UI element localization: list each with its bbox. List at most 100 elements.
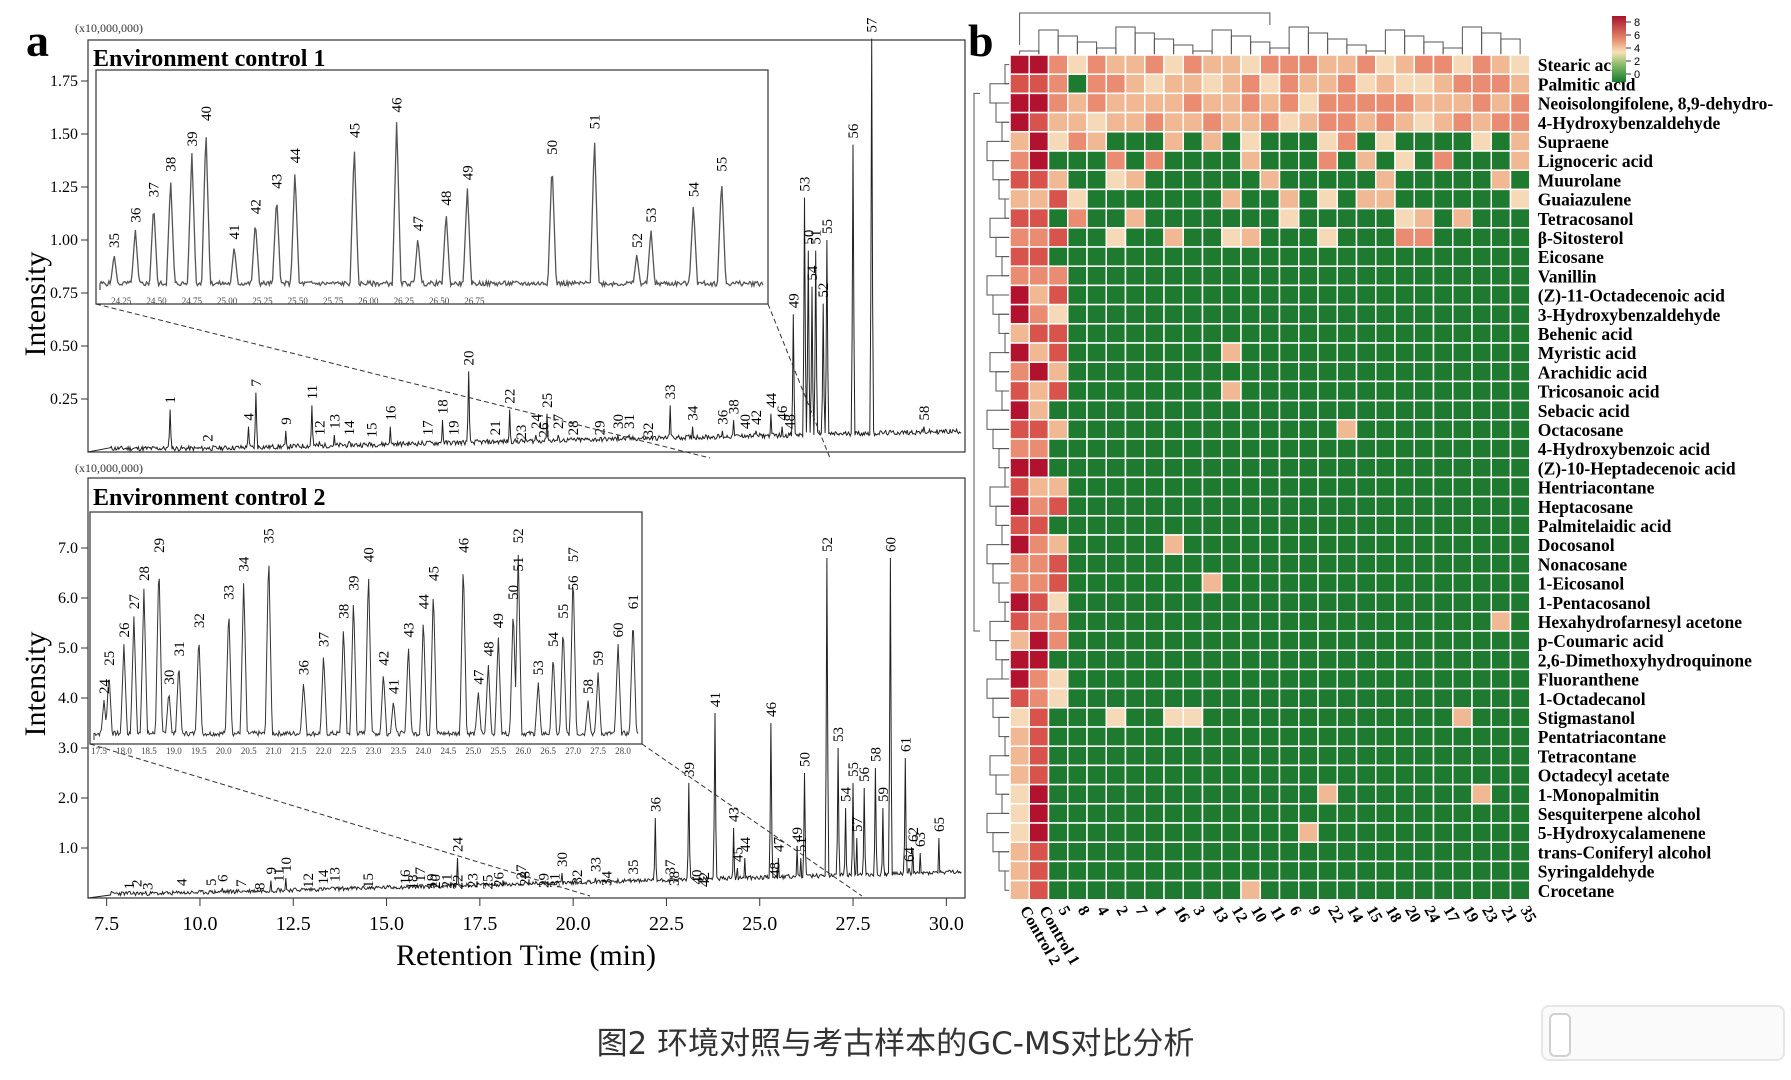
heatmap-cell (1432, 879, 1454, 901)
heatmap-cell (1509, 92, 1531, 114)
heatmap-cell (1509, 438, 1531, 459)
heatmap-cell (1336, 131, 1358, 152)
heatmap-cell (1317, 726, 1338, 747)
heatmap-cell (1336, 265, 1358, 287)
heatmap-cell (1201, 169, 1223, 191)
heatmap-cell (1375, 188, 1396, 210)
heatmap-cell (1375, 111, 1396, 133)
legend-color-bar (1612, 16, 1626, 82)
heatmap-cell (1086, 553, 1107, 575)
heatmap-cell (1413, 131, 1435, 152)
heatmap-cell (1182, 111, 1204, 133)
peak-label: 17 (421, 420, 437, 436)
heatmap-cell (1317, 92, 1338, 114)
heatmap-cell (1067, 783, 1088, 805)
peak-label: 57 (850, 817, 866, 833)
heatmap-cell (1240, 783, 1261, 805)
heatmap-cell (1028, 860, 1050, 882)
heatmap-cell (1240, 361, 1261, 383)
top-inset: 24.25 24.50 24.75 25.00 25.25 25.50 25.75 26.00… (95, 69, 769, 306)
heatmap-cell (1105, 572, 1127, 594)
heatmap-cell (1221, 860, 1242, 882)
heatmap-cell (1452, 111, 1473, 133)
inset-peak-label: 29 (152, 538, 168, 553)
inset-peak-label: 42 (376, 651, 392, 666)
heatmap-cell (1201, 73, 1223, 95)
heatmap-cell (1471, 572, 1492, 594)
heatmap-cell (1028, 54, 1050, 75)
heatmap-cell (1067, 803, 1088, 824)
bottom-y-ticks: 1.02.03.04.05.06.07.0 (58, 540, 88, 857)
heatmap-cell (1182, 611, 1204, 632)
heatmap-cell (1105, 54, 1127, 75)
heatmap-cell (1355, 803, 1377, 824)
heatmap-cell (1144, 707, 1165, 728)
heatmap-cell (1144, 649, 1165, 671)
heatmap-cell (1432, 534, 1454, 555)
heatmap-cell (1432, 111, 1454, 133)
heatmap-cell (1124, 246, 1146, 267)
heatmap-cell (1047, 246, 1069, 267)
heatmap-cell (1336, 150, 1358, 171)
heatmap-cell (1336, 553, 1358, 575)
peak-label: 3 (141, 883, 157, 891)
peak-label: 58 (868, 747, 884, 762)
scrollbar-thumb[interactable] (1549, 1013, 1571, 1057)
heatmap-cell (1067, 611, 1088, 632)
sample-label: 7 (1132, 903, 1151, 918)
heatmap-cell (1105, 303, 1127, 325)
x-tick-label: 20.0 (556, 913, 591, 935)
heatmap-cell (1240, 745, 1261, 767)
heatmap-cell (1163, 860, 1184, 882)
heatmap-cell (1259, 73, 1281, 95)
heatmap-cell (1471, 361, 1492, 383)
heatmap-cell (1163, 131, 1184, 152)
peak-label: 51 (794, 837, 810, 852)
heatmap-cell (1298, 438, 1319, 459)
heatmap-cell (1355, 649, 1377, 671)
heatmap-cell (1067, 131, 1088, 152)
peak-label: 36 (715, 409, 731, 425)
heatmap-cell (1067, 419, 1088, 440)
heatmap-cell (1221, 707, 1242, 728)
heatmap-cell (1144, 841, 1165, 863)
heatmap-cell (1298, 342, 1319, 363)
heatmap-cell (1317, 457, 1338, 479)
heatmap-cell (1240, 169, 1261, 191)
heatmap-cell (1124, 515, 1146, 536)
column-dendrogram-branch (1211, 29, 1232, 55)
peak-label: 57 (865, 17, 881, 33)
heatmap-cell (1278, 745, 1300, 767)
heatmap-cell (1394, 92, 1415, 114)
heatmap-cell (1394, 188, 1415, 210)
heatmap-cell (1221, 323, 1242, 344)
heatmap-cell (1471, 668, 1492, 690)
heatmap-cell (1221, 303, 1242, 325)
heatmap-cell (1221, 188, 1242, 210)
heatmap-cell (1086, 54, 1107, 75)
heatmap-cell (1471, 227, 1492, 248)
inset-peak-label: 45 (347, 123, 363, 138)
heatmap-cell (1471, 515, 1492, 536)
heatmap-cell (1471, 822, 1492, 843)
heatmap-cell (1067, 457, 1088, 479)
heatmap-cell (1009, 323, 1030, 344)
heatmap-cell (1240, 150, 1261, 171)
compound-label: Behenic acid (1538, 324, 1633, 344)
heatmap-cell (1201, 822, 1223, 843)
column-dendrogram-branch (1076, 41, 1098, 55)
heatmap-cell (1144, 188, 1165, 210)
heatmap-cell (1471, 246, 1492, 267)
y-tick-label: 7.0 (58, 540, 78, 557)
inset-peak-label: 56 (566, 575, 582, 591)
peak-label: 58 (917, 406, 933, 421)
heatmap-cell (1278, 879, 1300, 901)
heatmap-cell (1047, 284, 1069, 306)
heatmap-cell (1413, 841, 1435, 863)
heatmap-cell (1028, 188, 1050, 210)
heatmap-cell (1336, 572, 1358, 594)
heatmap-cell (1163, 380, 1184, 402)
scrollbar[interactable] (1541, 1005, 1785, 1061)
heatmap-cell (1490, 745, 1512, 767)
heatmap-cell (1028, 515, 1050, 536)
